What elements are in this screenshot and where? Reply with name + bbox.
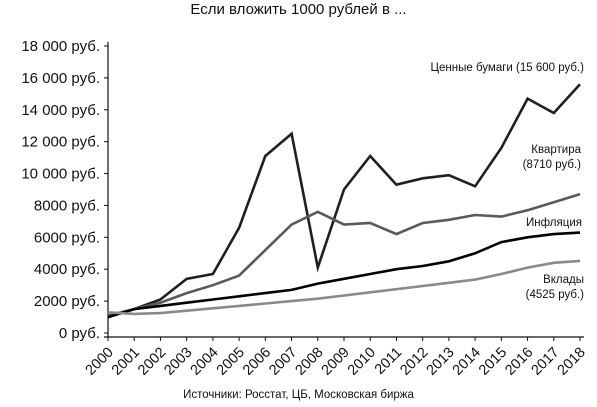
series-annotations: Ценные бумаги (15 600 руб.) Квартира (8710… <box>431 62 585 301</box>
y-tick-label: 12 000 руб. <box>21 134 100 151</box>
chart-title: Если вложить 1000 рублей в ... <box>190 1 407 18</box>
y-tick-label: 18 000 руб. <box>21 38 100 55</box>
y-tick-label: 8000 руб. <box>34 197 100 214</box>
x-tick-label: 2011 <box>372 345 405 378</box>
series-lines <box>107 83 581 319</box>
x-tick-label: 2005 <box>214 345 248 379</box>
x-tick-label: 2008 <box>292 345 326 379</box>
x-tick-label: 2017 <box>528 345 562 379</box>
series-line-2 <box>107 231 581 319</box>
y-tick-label: 10 000 руб. <box>21 166 100 183</box>
x-tick-label: 2010 <box>345 345 379 379</box>
x-tick-label: 2015 <box>476 345 510 379</box>
y-tick-label: 14 000 руб. <box>21 102 100 119</box>
x-tick-label: 2016 <box>502 345 536 379</box>
y-tick-label: 6000 руб. <box>34 229 100 246</box>
x-tick-label: 2000 <box>83 345 117 379</box>
series-label-0: Ценные бумаги (15 600 руб.) <box>431 62 585 74</box>
y-tick-label: 0 руб. <box>59 325 100 342</box>
chart-source: Источники: Росстат, ЦБ, Московская биржа <box>183 389 414 401</box>
series-line-0 <box>107 83 581 319</box>
x-tick-label: 2003 <box>161 345 195 379</box>
y-tick-label: 16 000 руб. <box>21 70 100 87</box>
series-label-2: Инфляция <box>526 217 582 229</box>
y-tick-label: 2000 руб. <box>34 293 100 310</box>
x-tick-label: 2009 <box>319 345 353 379</box>
x-tick-label: 2014 <box>450 345 484 379</box>
series-line-3 <box>107 259 581 316</box>
series-label-3: Вклады (4525 руб.) <box>526 274 585 301</box>
x-tick-label: 2006 <box>240 345 274 379</box>
x-tick-label: 2018 <box>555 345 589 379</box>
x-tick-label: 2004 <box>188 345 222 379</box>
x-tick-label: 2007 <box>266 345 300 379</box>
x-tick-label: 2002 <box>135 345 169 379</box>
series-label-1: Квартира (8710 руб.) <box>523 144 582 171</box>
series-line-1 <box>107 192 581 317</box>
x-tick-label: 2001 <box>109 345 143 379</box>
x-tick-label: 2012 <box>397 345 431 379</box>
x-tick-label: 2013 <box>424 345 458 379</box>
y-tick-label: 4000 руб. <box>34 261 100 278</box>
